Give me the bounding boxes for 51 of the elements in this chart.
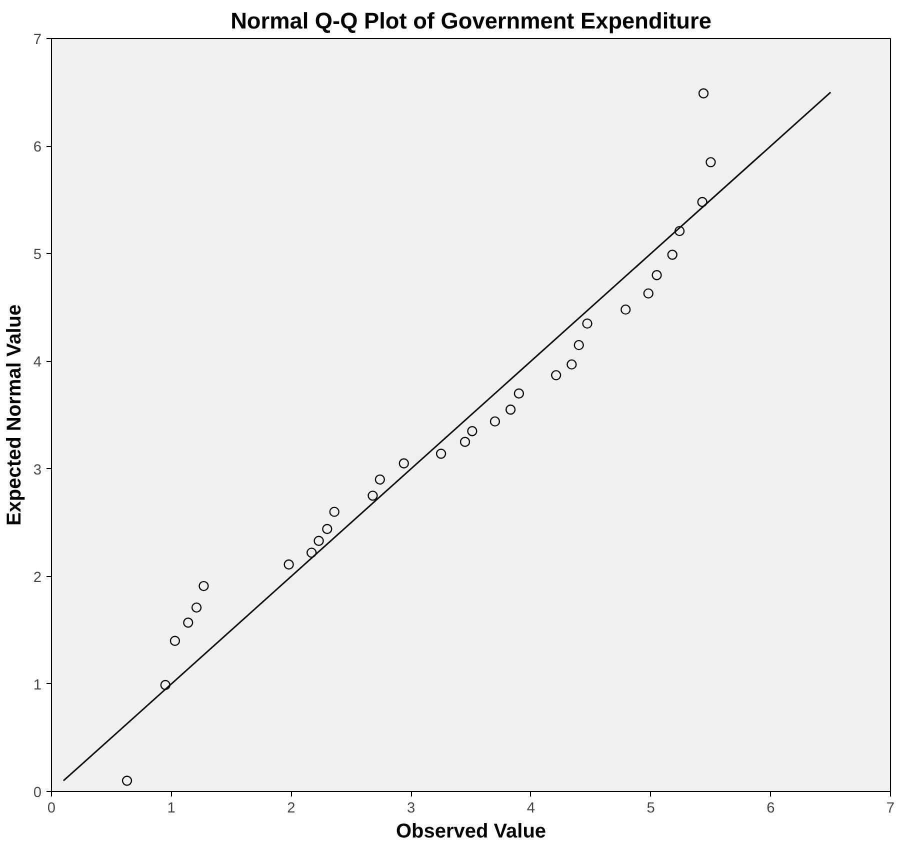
- y-tick-label: 1: [33, 677, 42, 694]
- point: [514, 388, 524, 399]
- y-tick-label: 4: [33, 354, 42, 371]
- x-tick-label: 7: [886, 800, 895, 816]
- point: [490, 416, 500, 427]
- point: [436, 448, 446, 459]
- y-tick-label: 5: [33, 247, 42, 264]
- point: [122, 776, 132, 786]
- point: [698, 88, 709, 98]
- point: [170, 636, 180, 646]
- point: [467, 426, 478, 436]
- chart-title: Normal Q-Q Plot of Government Expenditure: [230, 8, 712, 34]
- point: [322, 524, 332, 534]
- point: [505, 404, 516, 415]
- x-tick-label: 1: [167, 800, 176, 816]
- y-axis-title: Expected Normal Value: [3, 304, 26, 526]
- x-tick-label: 0: [47, 800, 56, 816]
- point: [398, 458, 409, 468]
- point: [183, 618, 194, 628]
- x-axis-title: Observed Value: [396, 820, 546, 842]
- point: [460, 436, 470, 447]
- y-tick-label: 0: [33, 785, 42, 801]
- x-tick-label: 4: [526, 800, 536, 816]
- point: [284, 559, 294, 570]
- x-tick-label: 5: [646, 800, 655, 816]
- point: [574, 340, 584, 350]
- x-tick-label: 2: [287, 800, 296, 816]
- point: [582, 318, 592, 329]
- point: [314, 536, 324, 546]
- point: [306, 548, 317, 558]
- y-tick-label: 6: [33, 140, 42, 156]
- point: [620, 304, 631, 315]
- x-tick-label: 3: [406, 800, 416, 816]
- point: [674, 226, 685, 236]
- point: [374, 474, 386, 485]
- point: [368, 490, 378, 501]
- point: [652, 270, 662, 280]
- point: [191, 602, 202, 613]
- point: [329, 506, 340, 517]
- point: [551, 370, 562, 380]
- point: [160, 680, 170, 690]
- y-tick-label: 7: [33, 32, 42, 48]
- x-tick-label: 6: [766, 800, 775, 816]
- point: [706, 157, 716, 168]
- point: [198, 580, 209, 592]
- point: [667, 250, 678, 260]
- y-tick-label: 2: [33, 570, 42, 586]
- point: [566, 359, 577, 370]
- point: [643, 288, 654, 299]
- point: [697, 196, 708, 208]
- y-tick-label: 3: [33, 462, 42, 478]
